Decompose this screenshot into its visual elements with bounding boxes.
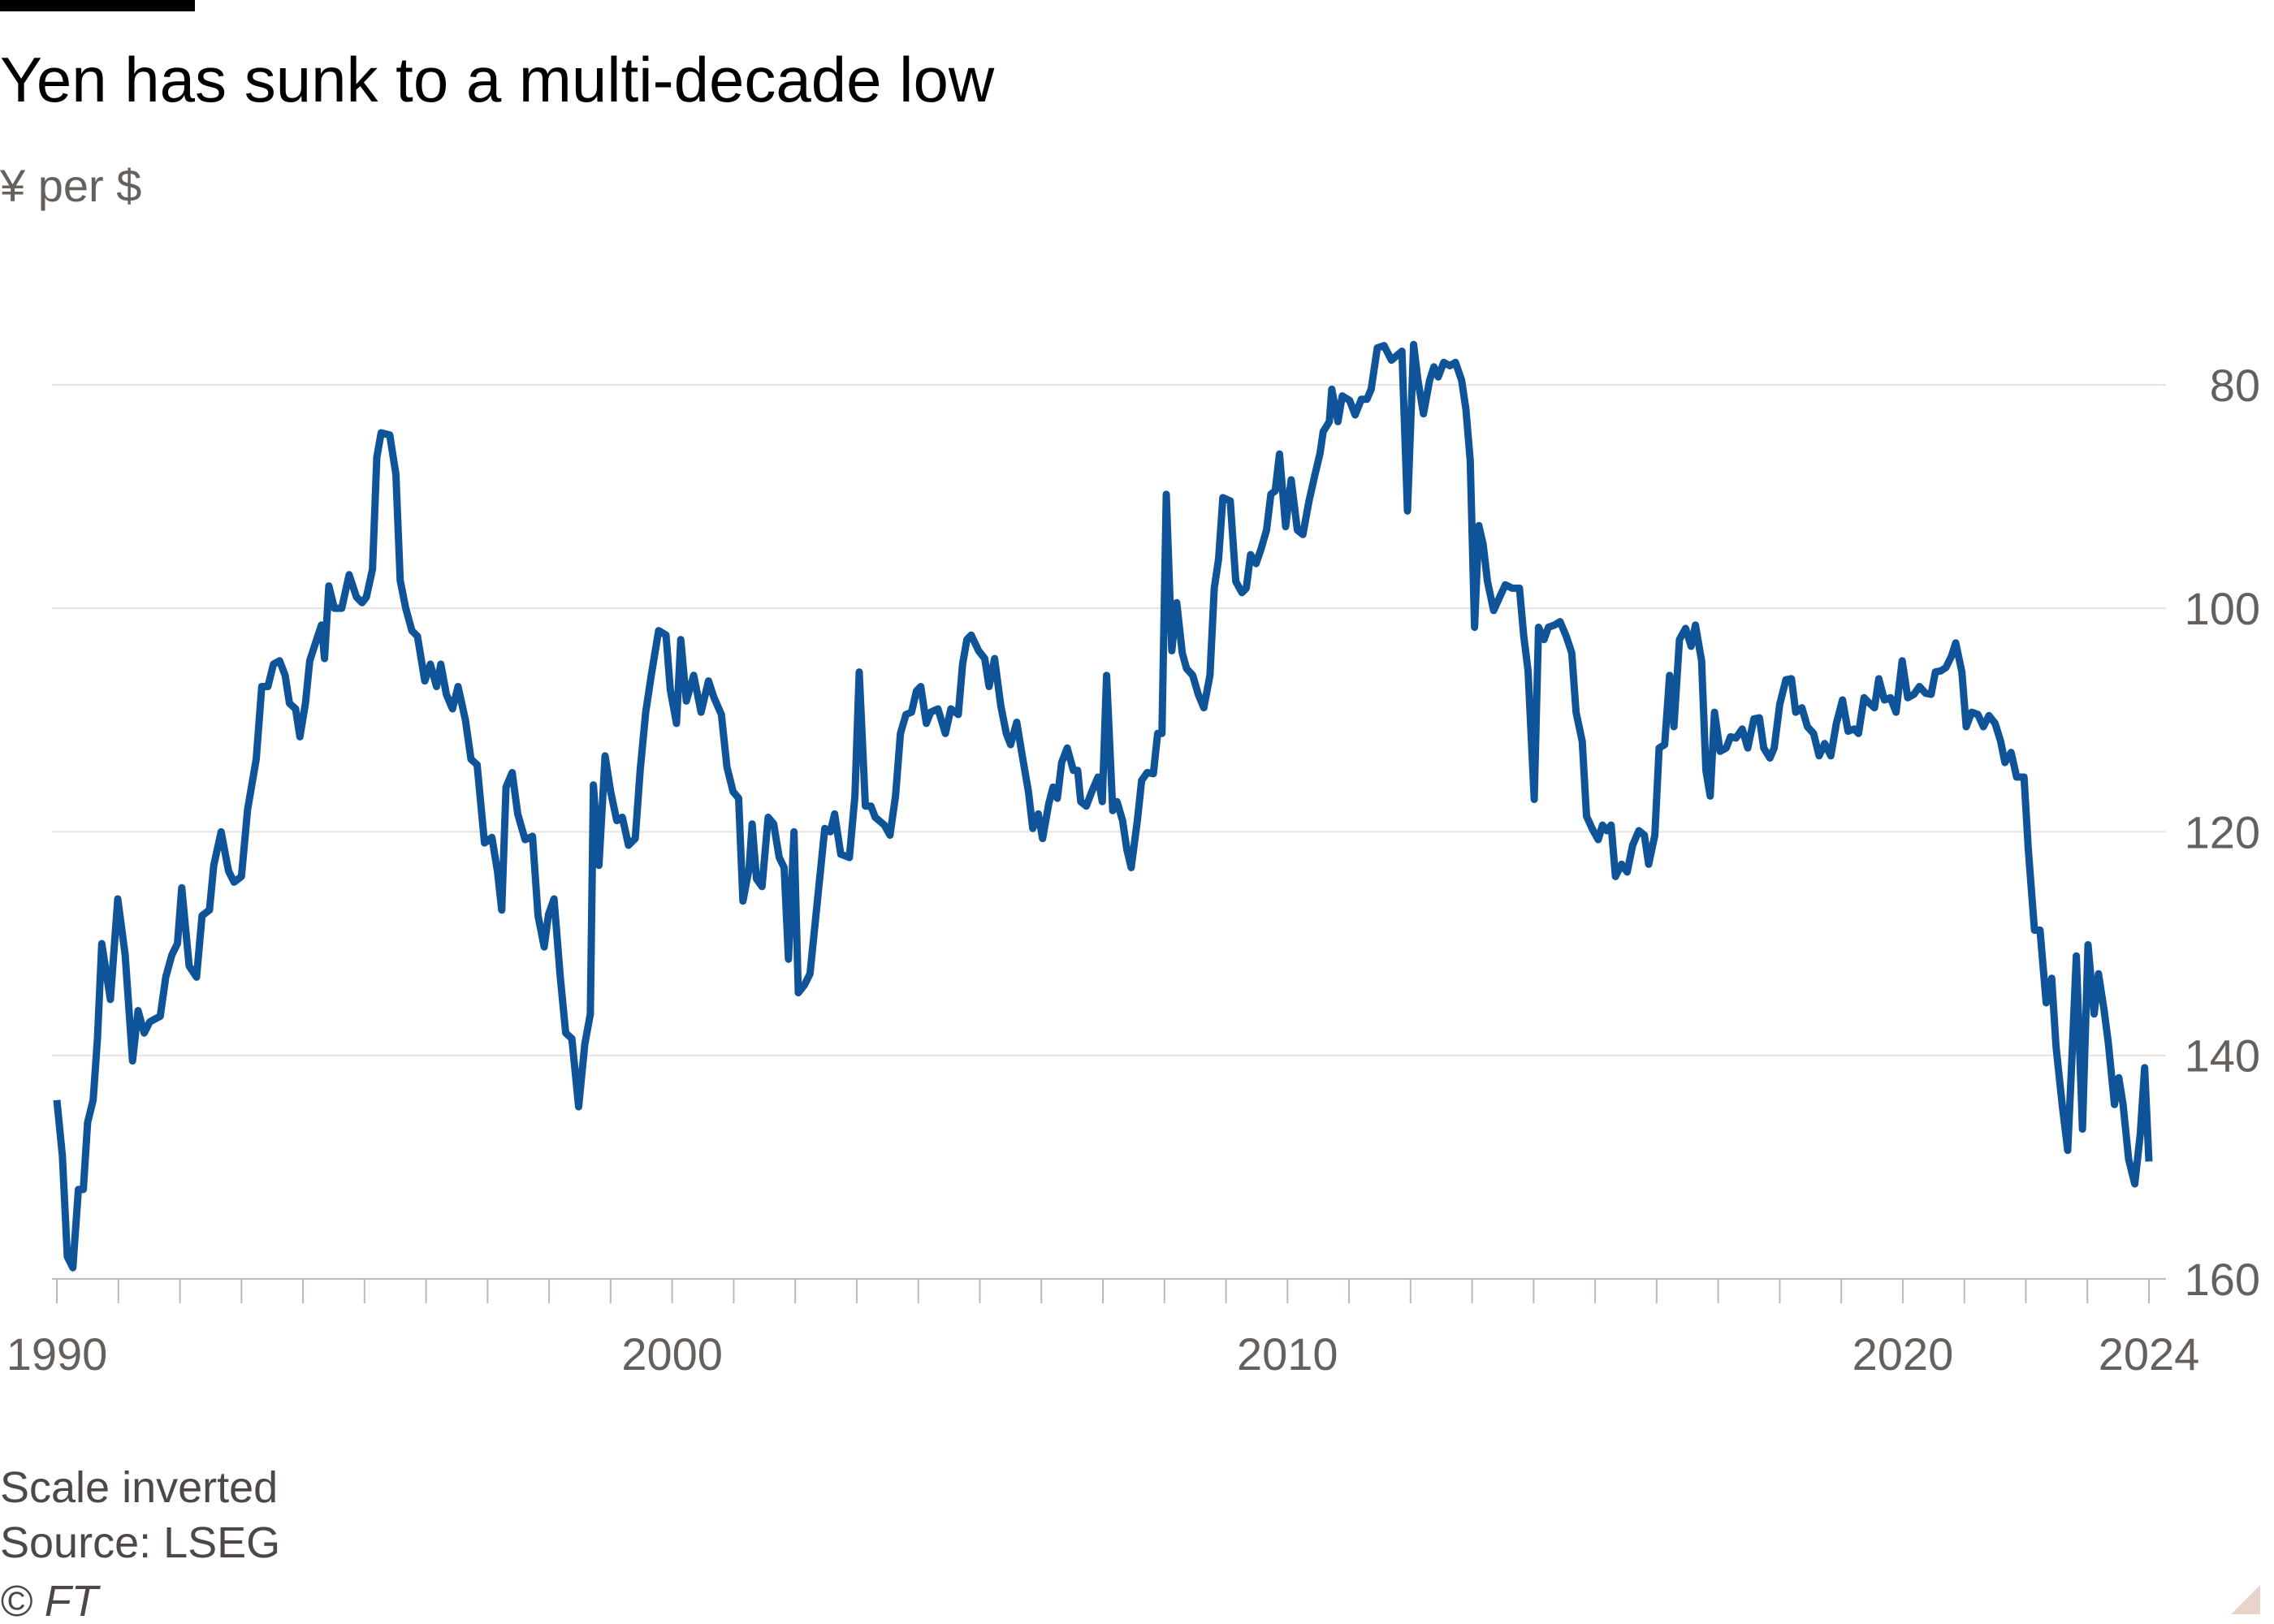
chart-title: Yen has sunk to a multi-decade low	[0, 44, 995, 115]
y-tick-label: 120	[2185, 806, 2260, 857]
chart-subtitle: ¥ per $	[0, 160, 141, 211]
x-tick-label: 1990	[6, 1328, 108, 1380]
brand-bar	[0, 0, 195, 11]
y-tick-label: 80	[2210, 360, 2260, 411]
x-tick-label: 2024	[2099, 1328, 2200, 1380]
y-tick-label: 160	[2185, 1254, 2260, 1305]
x-tick-label: 2000	[621, 1328, 723, 1380]
y-tick-label: 140	[2185, 1030, 2260, 1082]
x-tick-label: 2010	[1237, 1328, 1338, 1380]
x-tick-label: 2020	[1852, 1328, 1954, 1380]
note: Scale inverted	[0, 1463, 278, 1512]
y-tick-label: 100	[2185, 583, 2260, 634]
line-series	[53, 340, 2153, 1272]
source: Source: LSEG	[0, 1518, 280, 1567]
copyright: © FT	[0, 1577, 102, 1624]
corner-mark	[2231, 1585, 2260, 1614]
